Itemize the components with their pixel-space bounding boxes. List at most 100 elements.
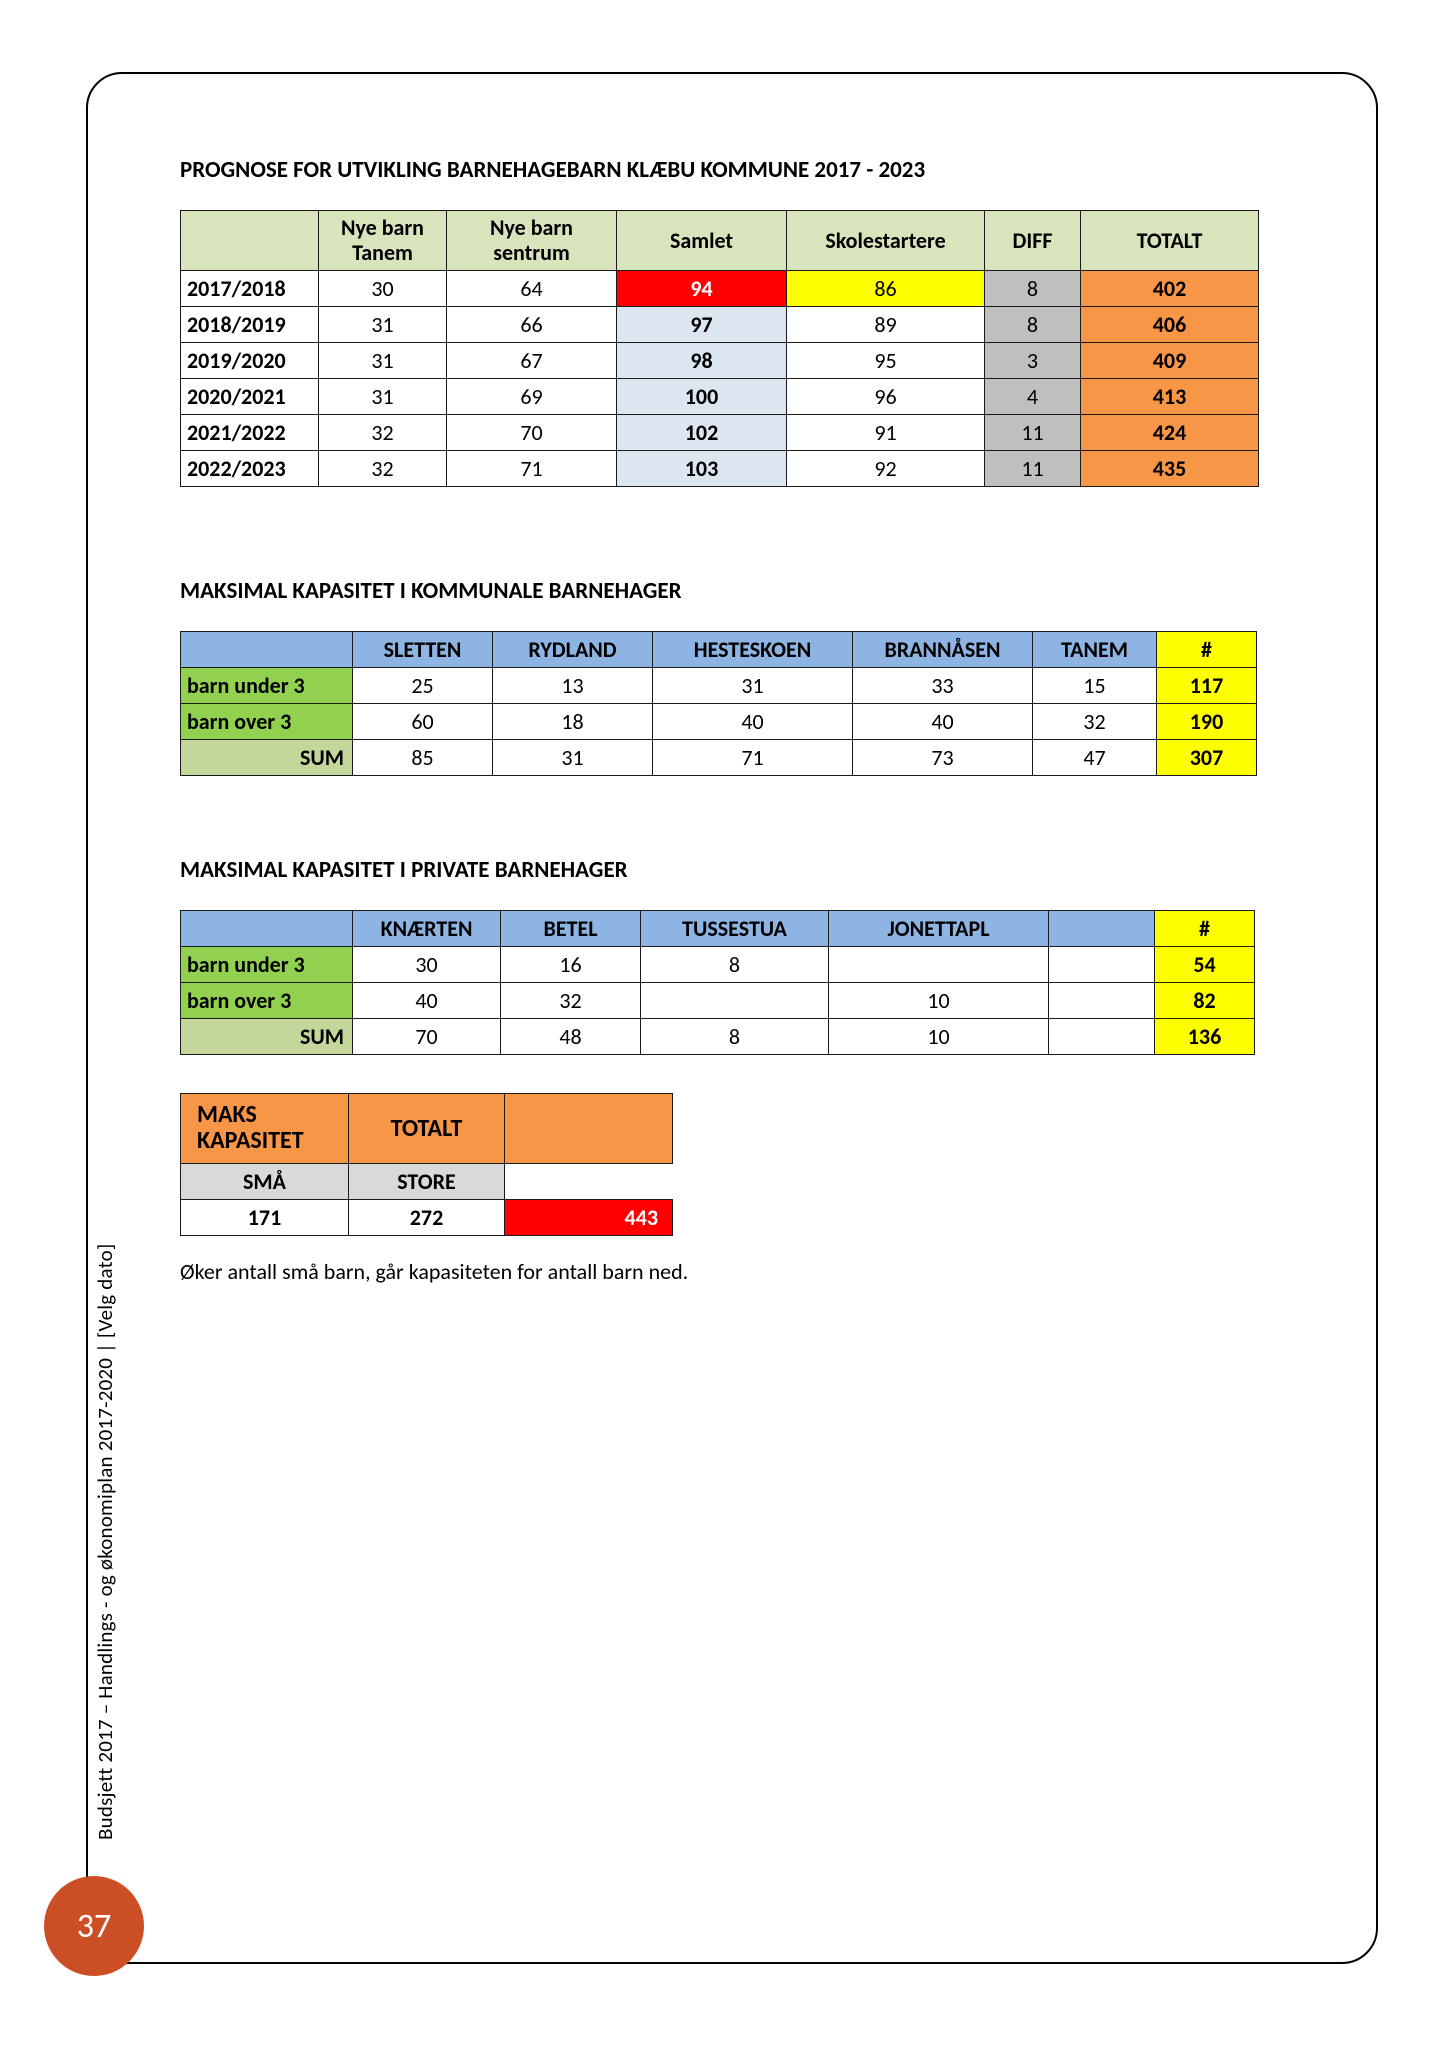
t4-sub: SMÅ [181, 1163, 349, 1199]
t2-cell: 18 [493, 703, 653, 739]
t1-cell: 102 [617, 414, 787, 450]
t3-rowlabel: barn over 3 [181, 982, 353, 1018]
side-running-text: Budsjett 2017 – Handlings - og økonomipl… [92, 1243, 118, 1840]
t1-cell: 402 [1081, 270, 1259, 306]
t1-header: Samlet [617, 211, 787, 271]
t1-cell: 64 [447, 270, 617, 306]
t1-cell: 2020/2021 [181, 378, 319, 414]
section1-title: PROGNOSE FOR UTVIKLING BARNEHAGEBARN KLÆ… [180, 156, 1330, 184]
t2-cell: 32 [1033, 703, 1157, 739]
t2-header: RYDLAND [493, 631, 653, 667]
t4-head: MAKSKAPASITET [181, 1093, 349, 1163]
t1-cell: 66 [447, 306, 617, 342]
t3-header: BETEL [501, 910, 641, 946]
t3-header: KNÆRTEN [353, 910, 501, 946]
t1-cell: 31 [319, 378, 447, 414]
t1-cell: 94 [617, 270, 787, 306]
t1-cell: 406 [1081, 306, 1259, 342]
page-number: 37 [77, 1906, 111, 1947]
body-note: Øker antall små barn, går kapasiteten fo… [180, 1258, 1330, 1285]
t2-cell: 85 [353, 739, 493, 775]
t4-sub: STORE [349, 1163, 505, 1199]
private-table: KNÆRTENBETELTUSSESTUAJONETTAPL#barn unde… [180, 910, 1255, 1055]
t1-header: Skolestartere [787, 211, 985, 271]
t2-cell: 31 [493, 739, 653, 775]
t1-cell: 32 [319, 414, 447, 450]
t1-header [181, 211, 319, 271]
t1-cell: 97 [617, 306, 787, 342]
t1-cell: 2017/2018 [181, 270, 319, 306]
t3-cell [1049, 1018, 1155, 1054]
t4-sub [505, 1163, 673, 1199]
kapasitet-summary-table: MAKSKAPASITETTOTALTSMÅSTORE171272443 [180, 1093, 673, 1236]
t2-cell: 71 [653, 739, 853, 775]
t4-val: 171 [181, 1199, 349, 1235]
t3-cell: 10 [829, 982, 1049, 1018]
t1-cell: 11 [985, 450, 1081, 486]
t1-cell: 8 [985, 270, 1081, 306]
t3-cell: 30 [353, 946, 501, 982]
t3-sum: 82 [1155, 982, 1255, 1018]
kommunale-table: SLETTENRYDLANDHESTESKOENBRANNÅSENTANEM#b… [180, 631, 1257, 776]
t2-rowlabel: barn under 3 [181, 667, 353, 703]
t2-cell: 13 [493, 667, 653, 703]
section2-title: MAKSIMAL KAPASITET I KOMMUNALE BARNEHAGE… [180, 577, 1330, 605]
t3-cell [829, 946, 1049, 982]
t1-cell: 89 [787, 306, 985, 342]
t1-cell: 96 [787, 378, 985, 414]
t3-cell [1049, 982, 1155, 1018]
t4-val: 443 [505, 1199, 673, 1235]
t2-header: HESTESKOEN [653, 631, 853, 667]
t3-header: TUSSESTUA [641, 910, 829, 946]
t3-cell: 48 [501, 1018, 641, 1054]
t1-cell: 100 [617, 378, 787, 414]
t3-header: JONETTAPL [829, 910, 1049, 946]
t1-cell: 11 [985, 414, 1081, 450]
page-number-badge: 37 [44, 1876, 144, 1976]
t1-cell: 4 [985, 378, 1081, 414]
t1-cell: 30 [319, 270, 447, 306]
t4-head: TOTALT [349, 1093, 505, 1163]
t1-cell: 8 [985, 306, 1081, 342]
t3-rowlabel: SUM [181, 1018, 353, 1054]
t1-cell: 3 [985, 342, 1081, 378]
t1-cell: 413 [1081, 378, 1259, 414]
t2-cell: 73 [853, 739, 1033, 775]
t2-cell: 47 [1033, 739, 1157, 775]
t1-header: Nye barnsentrum [447, 211, 617, 271]
t2-header: BRANNÅSEN [853, 631, 1033, 667]
t1-cell: 98 [617, 342, 787, 378]
t2-cell: 60 [353, 703, 493, 739]
t3-rowlabel: barn under 3 [181, 946, 353, 982]
t1-cell: 95 [787, 342, 985, 378]
t1-cell: 2018/2019 [181, 306, 319, 342]
t1-cell: 31 [319, 342, 447, 378]
page-content: PROGNOSE FOR UTVIKLING BARNEHAGEBARN KLÆ… [180, 156, 1330, 1307]
t1-header: TOTALT [1081, 211, 1259, 271]
t1-cell: 2021/2022 [181, 414, 319, 450]
t2-header: SLETTEN [353, 631, 493, 667]
t1-cell: 67 [447, 342, 617, 378]
t1-cell: 92 [787, 450, 985, 486]
t1-header: Nye barnTanem [319, 211, 447, 271]
t4-head [505, 1093, 673, 1163]
t2-header [181, 631, 353, 667]
t3-sum: 54 [1155, 946, 1255, 982]
t3-sum: 136 [1155, 1018, 1255, 1054]
t3-cell: 10 [829, 1018, 1049, 1054]
prognose-table: Nye barnTanemNye barnsentrumSamletSkoles… [180, 210, 1259, 487]
t3-cell: 8 [641, 1018, 829, 1054]
t1-cell: 69 [447, 378, 617, 414]
t3-cell: 8 [641, 946, 829, 982]
t2-rowlabel: barn over 3 [181, 703, 353, 739]
t1-cell: 409 [1081, 342, 1259, 378]
t2-sum: 117 [1157, 667, 1257, 703]
t3-cell: 16 [501, 946, 641, 982]
t2-cell: 33 [853, 667, 1033, 703]
t4-val: 272 [349, 1199, 505, 1235]
t2-header: TANEM [1033, 631, 1157, 667]
t1-cell: 424 [1081, 414, 1259, 450]
t1-header: DIFF [985, 211, 1081, 271]
t1-cell: 71 [447, 450, 617, 486]
t2-cell: 15 [1033, 667, 1157, 703]
